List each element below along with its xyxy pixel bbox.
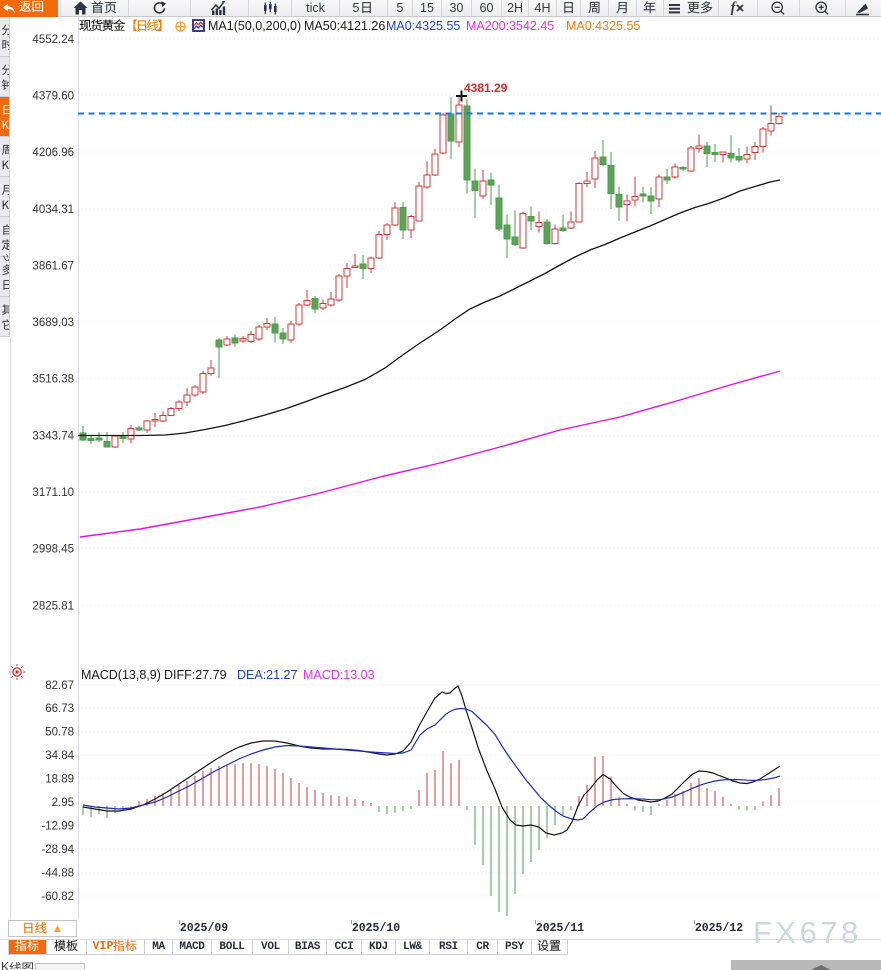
svg-text:2825.81: 2825.81	[32, 600, 74, 612]
svg-text:MA200:3542.45: MA200:3542.45	[466, 19, 554, 33]
svg-text:3689.03: 3689.03	[32, 317, 74, 329]
svg-text:-12.99: -12.99	[41, 821, 74, 833]
svg-text:4379.60: 4379.60	[32, 90, 74, 102]
svg-text:4552.24: 4552.24	[32, 34, 74, 46]
svg-text:4206.96: 4206.96	[32, 147, 74, 159]
svg-text:34.84: 34.84	[45, 750, 74, 762]
svg-text:2.95: 2.95	[52, 797, 74, 809]
svg-text:MACD(13,8,9): MACD(13,8,9)	[81, 668, 161, 682]
svg-text:66.73: 66.73	[45, 703, 74, 715]
svg-text:50.78: 50.78	[45, 727, 74, 739]
svg-text:MA50:4121.26: MA50:4121.26	[304, 19, 385, 33]
svg-text:MA0:4325.55: MA0:4325.55	[566, 19, 640, 33]
svg-text:3861.67: 3861.67	[32, 260, 74, 272]
svg-text:3516.38: 3516.38	[32, 374, 74, 386]
svg-text:-28.94: -28.94	[41, 844, 74, 856]
svg-text:82.67: 82.67	[45, 680, 74, 692]
svg-text:3343.74: 3343.74	[32, 430, 74, 442]
svg-text:MA1(50,0,200,0): MA1(50,0,200,0)	[208, 19, 301, 33]
svg-text:18.89: 18.89	[45, 774, 74, 786]
svg-text:DIFF:27.79: DIFF:27.79	[164, 668, 227, 682]
svg-text:-44.88: -44.88	[41, 867, 74, 879]
svg-text:4034.31: 4034.31	[32, 204, 74, 216]
svg-text:3171.10: 3171.10	[32, 487, 74, 499]
svg-text:DEA:21.27: DEA:21.27	[237, 668, 298, 682]
svg-text:2998.45: 2998.45	[32, 544, 74, 556]
svg-text:4381.29: 4381.29	[464, 81, 508, 95]
svg-text:MACD:13.03: MACD:13.03	[303, 668, 375, 682]
svg-text:-60.82: -60.82	[41, 891, 74, 903]
svg-text:MA0:4325.55: MA0:4325.55	[386, 19, 460, 33]
